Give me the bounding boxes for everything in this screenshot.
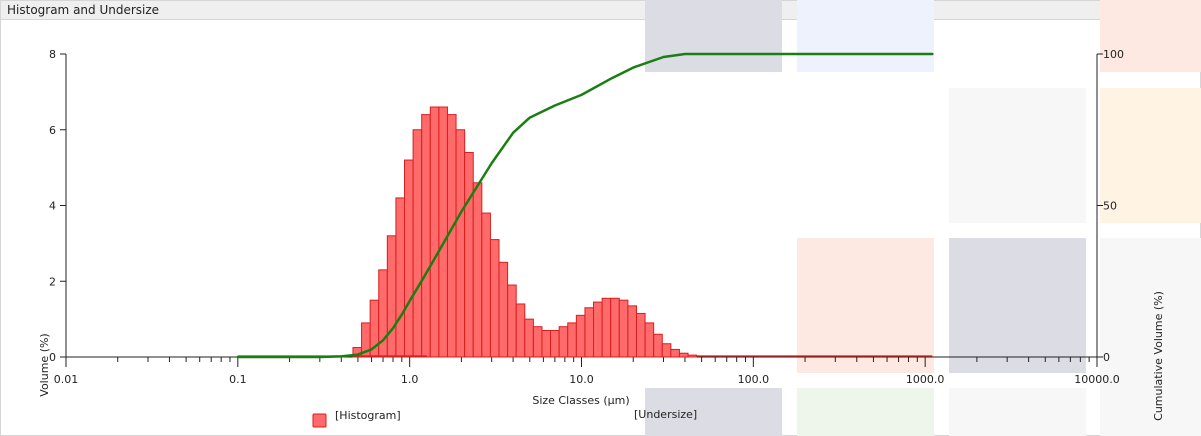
- histogram-bar: [404, 159, 414, 358]
- histogram-bar: [464, 151, 474, 358]
- x-tick-label: 0.1: [229, 373, 247, 386]
- y-tick-label: 0: [49, 351, 56, 364]
- histogram-bar: [386, 235, 397, 358]
- background-tile: [1100, 238, 1201, 436]
- y2-tick-label: 50: [1103, 200, 1117, 213]
- histogram-bar: [644, 322, 655, 358]
- y2-tick-label: 0: [1103, 351, 1110, 364]
- y-tick-label: 8: [49, 48, 56, 61]
- x-tick-label: 1.0: [401, 373, 419, 386]
- background-tile: [797, 0, 934, 72]
- background-tile: [949, 88, 1086, 223]
- histogram-bar: [584, 307, 595, 358]
- histogram-bar: [550, 329, 560, 358]
- histogram-bar: [472, 182, 483, 358]
- histogram-bar: [593, 301, 603, 358]
- background-tile: [949, 388, 1086, 436]
- histogram-bar: [653, 333, 663, 358]
- histogram-bar: [524, 318, 534, 358]
- legend: [Histogram] [Undersize]: [312, 408, 697, 428]
- histogram-bar: [395, 197, 406, 358]
- histogram-bar: [610, 297, 620, 358]
- legend-undersize-label: [Undersize]: [634, 408, 697, 421]
- histogram-bar: [412, 129, 423, 358]
- legend-histogram-swatch: [312, 413, 327, 428]
- histogram-bar: [661, 343, 672, 358]
- legend-histogram-label: [Histogram]: [335, 409, 401, 422]
- histogram-bar: [575, 314, 586, 358]
- background-tile: [1100, 0, 1201, 72]
- histogram-bar: [421, 114, 431, 358]
- background-tile: [797, 388, 934, 436]
- histogram-bar: [541, 329, 552, 358]
- histogram-bar: [429, 106, 440, 358]
- x-tick-label: 1000.0: [906, 373, 945, 386]
- histogram-bar: [532, 326, 543, 358]
- background-tile: [645, 0, 782, 72]
- x-axis-title: Size Classes (µm): [532, 394, 629, 407]
- x-tick-label: 10000.0: [1074, 373, 1120, 386]
- histogram-bar: [618, 299, 629, 358]
- background-tile: [1100, 88, 1201, 223]
- histogram-bar: [687, 354, 698, 358]
- y-tick-label: 6: [49, 124, 56, 137]
- histogram-bar: [455, 129, 466, 358]
- background-tile: [797, 238, 934, 373]
- histogram-bar: [481, 212, 491, 358]
- undersize-curve: [236, 52, 934, 359]
- background-tile: [949, 238, 1086, 373]
- y-tick-label: 4: [49, 200, 56, 213]
- y2-axis-title: Cumulative Volume (%): [1152, 291, 1165, 421]
- tick-labels: 0.01 0.1 1.0 10.0 100.0 1000.0 10000.0 0 2 4 6 8 0 50…: [49, 48, 1124, 386]
- histogram-bar: [507, 284, 517, 358]
- histogram-bar: [627, 305, 637, 358]
- histogram-bar: [515, 303, 526, 358]
- histogram-bar: [670, 348, 680, 358]
- undersize-line: [236, 52, 934, 359]
- histogram-bar: [567, 322, 577, 358]
- histogram-bar: [635, 312, 646, 358]
- x-tick-label: 100.0: [738, 373, 770, 386]
- histogram-bar: [601, 297, 612, 358]
- histogram-bar: [438, 106, 448, 358]
- y-tick-label: 2: [49, 275, 56, 288]
- histogram-bar: [558, 326, 569, 358]
- y-axis-title: Volume (%): [38, 333, 51, 396]
- y2-tick-label: 100: [1103, 48, 1124, 61]
- x-tick-label: 10.0: [569, 373, 594, 386]
- background-tile: [645, 388, 782, 436]
- histogram-bar: [489, 239, 500, 358]
- histogram-bar: [498, 261, 509, 358]
- histogram-bars: [237, 106, 933, 358]
- background-tiles: [645, 0, 1201, 436]
- x-tick-label: 0.01: [54, 373, 79, 386]
- histogram-bar: [678, 352, 689, 358]
